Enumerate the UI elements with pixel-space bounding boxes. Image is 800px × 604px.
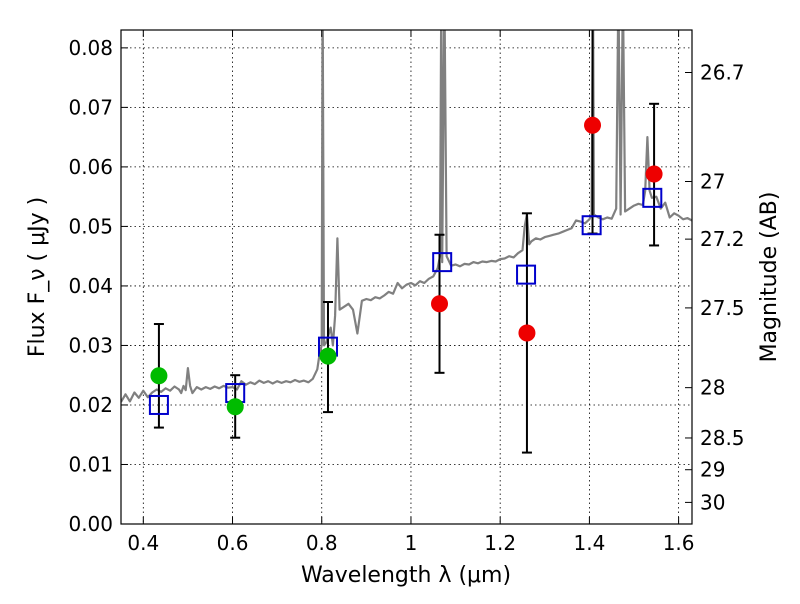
y-tick-label: 0.06 [68, 155, 113, 179]
mag-tick-label: 27.5 [700, 296, 745, 320]
y-tick-label: 0.04 [68, 274, 113, 298]
x-tick-label: 0.6 [217, 531, 249, 555]
y-tick-label: 0.01 [68, 452, 113, 476]
mag-tick-label: 27 [700, 170, 725, 194]
observed-point [518, 324, 536, 342]
error-bars [153, 30, 660, 454]
model-spectrum-line [121, 30, 692, 403]
x-tick-label: 0.4 [127, 531, 159, 555]
mag-tick-label: 29 [700, 458, 725, 482]
x-tick-label: 1 [405, 531, 418, 555]
model-box [642, 187, 663, 208]
x-tick-label: 1.2 [484, 531, 516, 555]
y-tick-label: 0.05 [68, 214, 113, 238]
x-axis-label: Wavelength λ (μm) [301, 563, 511, 588]
y-tick-label: 0.03 [68, 333, 113, 357]
observed-point [150, 367, 168, 385]
model-box [148, 394, 169, 415]
plot-frame [120, 29, 693, 525]
x-tick-label: 0.8 [306, 531, 338, 555]
model-box [516, 264, 537, 285]
observed-points [150, 116, 663, 416]
right-axis-label: Magnitude (AB) [757, 192, 782, 363]
model-box [581, 215, 602, 236]
y-tick-label: 0.00 [68, 512, 113, 536]
plot-area [121, 30, 692, 403]
y-tick-label: 0.08 [68, 36, 113, 60]
mag-tick-label: 28 [700, 376, 725, 400]
axis-ticks: 0.4 0.6 0.8 1 1.2 1.4 1.6 0.00 0.01 0.02 0.03 0.04 0… [68, 30, 745, 555]
observed-point [319, 347, 337, 365]
grid [121, 30, 692, 525]
model-box [432, 252, 453, 273]
mag-tick-label: 27.2 [700, 227, 745, 251]
observed-point [226, 398, 244, 416]
x-tick-label: 1.6 [663, 531, 695, 555]
x-tick-label: 1.4 [573, 531, 605, 555]
model-photometry-boxes [148, 187, 663, 415]
mag-tick-label: 30 [700, 490, 725, 514]
y-tick-label: 0.02 [68, 393, 113, 417]
y-tick-label: 0.07 [68, 95, 113, 119]
observed-point [431, 295, 449, 313]
observed-point [584, 116, 602, 134]
mag-tick-label: 26.7 [700, 61, 745, 85]
mag-tick-label: 28.5 [700, 426, 745, 450]
observed-point [645, 165, 663, 183]
y-axis-label: Flux F_ν ( μJy ) [25, 197, 50, 357]
